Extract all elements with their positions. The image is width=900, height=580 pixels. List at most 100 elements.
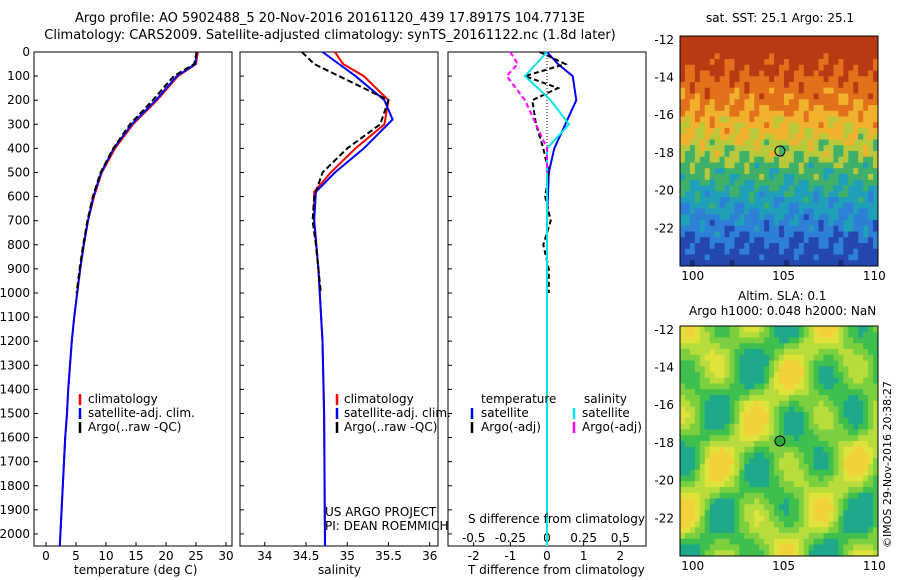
map-cell [873, 243, 879, 250]
map-cell [714, 202, 720, 209]
map-cell [729, 377, 735, 384]
map-cell [873, 82, 879, 89]
map-cell [754, 343, 760, 350]
map-cell [709, 337, 716, 344]
map-cell [680, 354, 686, 361]
map-cell [863, 70, 869, 77]
map-cell [744, 400, 750, 407]
map-cell [873, 179, 879, 186]
map-cell [680, 76, 686, 83]
map-cell [863, 208, 869, 215]
map-cell [858, 429, 864, 436]
map-cell [764, 41, 770, 48]
map-cell [694, 93, 701, 100]
map-cell [719, 70, 725, 77]
map-cell [709, 343, 716, 350]
map-cell [694, 116, 701, 123]
map-cell [868, 475, 874, 482]
map-cell [828, 122, 834, 129]
map-cell [858, 469, 864, 476]
map-cell [754, 389, 760, 396]
map-cell [813, 47, 819, 54]
map-cell [744, 59, 750, 66]
map-cell [689, 53, 696, 60]
map-cell [868, 225, 874, 232]
map-cell [684, 349, 691, 356]
map-cell [754, 487, 760, 494]
map-cell [828, 145, 834, 152]
map-cell [783, 389, 790, 396]
map-cell [818, 510, 824, 517]
map-cell [694, 337, 701, 344]
sla-map-frame [679, 325, 879, 557]
map-cell [863, 110, 869, 117]
map-cell [833, 544, 839, 551]
map-cell [833, 441, 839, 448]
map-cell [709, 82, 716, 89]
map-cell [838, 133, 844, 140]
map-cell [734, 99, 740, 106]
map-cell [798, 254, 805, 261]
map-cell [808, 64, 815, 71]
map-cell [783, 395, 790, 402]
map-cell [833, 225, 839, 232]
map-cell [729, 435, 735, 442]
map-cell [689, 139, 696, 146]
map-cell [739, 481, 745, 488]
map-cell [843, 225, 849, 232]
map-cell [798, 498, 805, 505]
map-cell [793, 139, 800, 146]
map-cell [873, 122, 879, 129]
map-cell [868, 64, 874, 71]
map-cell [788, 128, 795, 135]
map-cell [680, 185, 686, 192]
map-cell [848, 383, 854, 390]
map-cell [689, 254, 696, 261]
map-cell [744, 527, 750, 534]
map-cell [754, 469, 760, 476]
map-cell [689, 418, 696, 425]
map-cell [853, 372, 859, 379]
map-cell [833, 87, 839, 94]
map-cell [719, 243, 725, 250]
map-cell [739, 354, 745, 361]
map-cell [798, 326, 805, 333]
map-cell [843, 168, 849, 175]
map-cell [684, 423, 691, 430]
map-cell [759, 383, 765, 390]
map-cell [803, 128, 810, 135]
map-cell [848, 82, 854, 89]
map-cell [798, 504, 805, 511]
map-cell [680, 70, 686, 77]
map-cell [833, 360, 839, 367]
map-cell [853, 429, 859, 436]
map-cell [684, 354, 691, 361]
map-cell [749, 527, 755, 534]
map-cell [779, 481, 785, 488]
map-cell [769, 110, 775, 117]
map-cell [714, 128, 720, 135]
map-cell [798, 202, 805, 209]
map-cell [808, 254, 815, 261]
map-cell [739, 435, 745, 442]
map-cell [853, 481, 859, 488]
map-cell [714, 139, 720, 146]
map-cell [858, 446, 864, 453]
map-cell [848, 372, 854, 379]
map-cell [759, 105, 765, 112]
map-cell [709, 243, 716, 250]
map-cell [823, 191, 829, 198]
map-cell [764, 260, 770, 267]
map-cell [788, 174, 795, 181]
map-cell [729, 64, 735, 71]
sst-map-xtick-label: 100 [681, 269, 704, 283]
map-cell [689, 168, 696, 175]
map-cell [774, 122, 780, 129]
map-cell [769, 191, 775, 198]
map-cell [833, 492, 839, 499]
map-cell [709, 550, 716, 557]
map-cell [853, 331, 859, 338]
map-cell [838, 168, 844, 175]
map-cell [783, 128, 790, 135]
map-cell [680, 59, 686, 66]
